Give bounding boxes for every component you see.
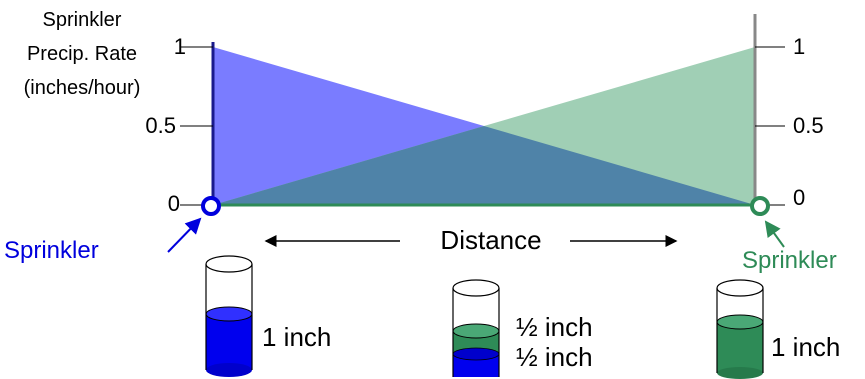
middle-cup	[452, 279, 500, 377]
left-cup	[205, 255, 253, 377]
left-tick-label-0: 0	[168, 191, 180, 216]
axis-title-line-2: Precip. Rate	[27, 43, 137, 65]
right-cup-label: 1 inch	[771, 332, 840, 362]
middle-cup-bottom-label: ½ inch	[516, 342, 593, 372]
blue-sprinkler-icon	[201, 196, 221, 216]
right-cup	[716, 279, 764, 379]
left-tick-label-05: 0.5	[145, 113, 176, 138]
axis-title-line-1: Sprinkler	[43, 9, 122, 31]
overlap-region	[213, 126, 755, 205]
green-sprinkler-icon	[750, 196, 770, 216]
green-sprinkler-pointer	[764, 220, 785, 248]
left-cup-label: 1 inch	[262, 322, 331, 352]
middle-cup-top-label: ½ inch	[516, 312, 593, 342]
blue-sprinkler-label: Sprinkler	[4, 237, 99, 264]
right-tick-label-1: 1	[793, 34, 805, 59]
right-tick-label-0: 0	[793, 185, 805, 210]
green-sprinkler-label: Sprinkler	[742, 247, 837, 274]
blue-sprinkler-pointer	[167, 217, 202, 253]
axis-title-line-3: (inches/hour)	[24, 77, 141, 99]
left-tick-label-1: 1	[174, 34, 186, 59]
distance-label: Distance	[440, 225, 541, 255]
right-tick-label-05: 0.5	[793, 113, 824, 138]
